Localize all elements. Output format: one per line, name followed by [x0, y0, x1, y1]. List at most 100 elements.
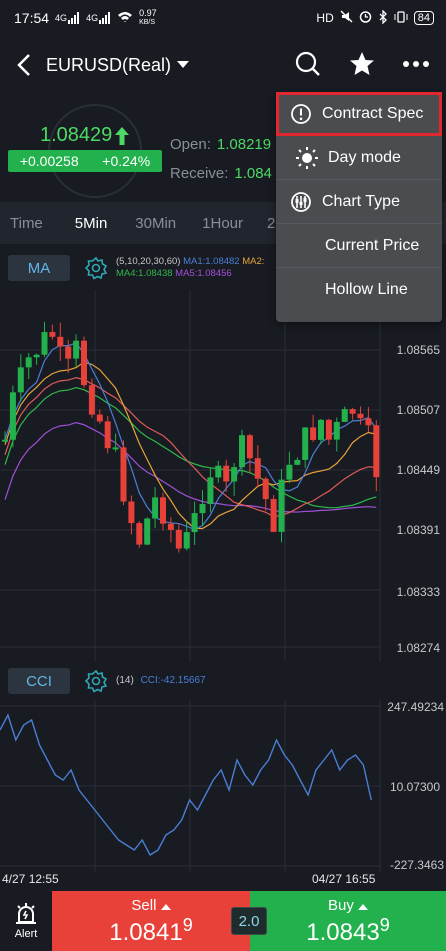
- price-change-pct: +0.24%: [102, 153, 151, 169]
- candle: [9, 392, 16, 440]
- buy-price: 1.08439: [306, 915, 390, 946]
- candle: [167, 523, 174, 530]
- candle: [17, 367, 24, 393]
- current-price: 1.08429: [40, 124, 130, 147]
- candle: [57, 336, 64, 347]
- more-button[interactable]: [396, 42, 436, 86]
- change-badge: +0.00258 +0.24%: [8, 150, 162, 172]
- price-axis-label: 1.08449: [396, 463, 440, 477]
- network-speed: 0.97 KB/S: [139, 8, 157, 27]
- buy-label: Buy: [327, 897, 354, 914]
- candle: [33, 354, 40, 358]
- ma-line: [4, 376, 377, 518]
- candle: [325, 419, 332, 440]
- candle: [25, 357, 32, 368]
- candle: [223, 465, 230, 482]
- candle: [191, 513, 198, 533]
- tab-1hour[interactable]: 1Hour: [202, 214, 244, 232]
- star-icon: [350, 52, 374, 75]
- alarm-clock-icon: [16, 903, 36, 924]
- candle: [183, 532, 190, 549]
- ma-line: [4, 421, 377, 513]
- battery-indicator: 84: [413, 11, 434, 25]
- candle: [112, 447, 119, 450]
- menu-item-label: Chart Type: [322, 192, 400, 210]
- menu-item-chart-type[interactable]: Chart Type: [276, 180, 442, 224]
- candle: [65, 346, 72, 359]
- candle: [349, 409, 356, 414]
- price-axis-label: 1.08565: [396, 343, 440, 357]
- gear-icon: [84, 669, 108, 693]
- open-stat: Open: 1.08219: [170, 136, 272, 153]
- chart-type-icon: [290, 191, 312, 213]
- time-axis-start: 4/27 12:55: [2, 872, 59, 886]
- tab-30min[interactable]: 30Min: [135, 214, 177, 232]
- sun-icon: [296, 146, 318, 169]
- receive-stat: Receive: 1.084: [170, 165, 272, 182]
- gear-icon: [84, 256, 108, 280]
- signal-icon-2: 4G: [86, 12, 111, 24]
- candle: [49, 332, 56, 337]
- candle: [254, 458, 261, 479]
- ma-settings-button[interactable]: [82, 254, 110, 282]
- cci-indicator-button[interactable]: CCI: [8, 668, 70, 694]
- candle: [215, 465, 222, 478]
- symbol-selector[interactable]: EURUSD(Real): [46, 55, 190, 76]
- signal-icon: 4G: [55, 12, 80, 24]
- more-menu: Contract Spec Day mode Chart Type Curren…: [276, 92, 442, 322]
- caret-up-icon: [160, 904, 171, 910]
- sell-button[interactable]: Sell 1.08419: [52, 891, 250, 951]
- candle: [286, 464, 293, 480]
- cci-chart[interactable]: [0, 700, 446, 872]
- candle: [278, 479, 285, 532]
- menu-item-contract-spec[interactable]: Contract Spec: [276, 92, 442, 136]
- status-time: 17:54: [14, 10, 50, 26]
- alert-button[interactable]: Alert: [0, 891, 52, 951]
- price-axis-label: 1.08333: [396, 585, 440, 599]
- ma-legend: (5,10,20,30,60) MA1:1.08482 MA2: MA4:1.0…: [116, 256, 265, 279]
- buy-button[interactable]: Buy 1.08439: [250, 891, 446, 951]
- back-button[interactable]: [2, 43, 46, 87]
- ma-indicator-button[interactable]: MA: [8, 255, 70, 281]
- vibrate-icon: [394, 10, 408, 26]
- search-icon: [295, 51, 320, 76]
- cci-line: [0, 713, 372, 856]
- alarm-icon: [359, 10, 372, 26]
- status-bar: 17:54 4G 4G 0.97 KB/S HD 84: [0, 0, 446, 36]
- candle: [270, 499, 277, 532]
- cci-axis-label: 10.07300: [389, 780, 440, 794]
- menu-item-label: Day mode: [328, 148, 401, 166]
- cci-settings-button[interactable]: [82, 667, 110, 695]
- sell-price: 1.08419: [109, 915, 193, 946]
- menu-item-current-price[interactable]: Current Price: [276, 224, 442, 268]
- favorite-button[interactable]: [342, 42, 382, 86]
- candlestick-chart[interactable]: [0, 290, 446, 662]
- candle: [2, 439, 8, 442]
- candle: [333, 421, 340, 440]
- mute-icon: [340, 10, 353, 26]
- quote-summary: 1.08429 +0.00258 +0.24% Open: 1.08219 Rec…: [0, 94, 446, 202]
- candle: [41, 332, 48, 355]
- more-icon: [403, 61, 429, 67]
- candle: [120, 447, 127, 502]
- tab-time[interactable]: Time: [10, 214, 43, 232]
- cci-axis-label: -227.3463: [389, 858, 444, 872]
- cci-axis-label: 247.49234: [387, 700, 444, 714]
- tab-5min[interactable]: 5Min: [74, 214, 108, 232]
- hd-indicator: HD: [316, 11, 334, 25]
- caret-up-icon: [358, 904, 369, 910]
- ma-line: [4, 361, 377, 530]
- menu-item-hollow-line[interactable]: Hollow Line: [276, 268, 442, 312]
- menu-item-day-mode[interactable]: Day mode: [276, 136, 442, 180]
- trade-bar: Alert Sell 1.08419 Buy 1.08439: [0, 891, 446, 951]
- candle: [73, 340, 80, 359]
- candle: [144, 518, 151, 545]
- ma-line: [4, 386, 377, 509]
- candle: [318, 419, 324, 440]
- menu-item-label: Contract Spec: [322, 104, 424, 122]
- sell-label: Sell: [131, 897, 157, 914]
- ma-indicator-bar: MA (5,10,20,30,60) MA1:1.08482 MA2: MA4:…: [0, 251, 446, 285]
- cci-legend: (14) CCI:-42.15667: [116, 675, 206, 686]
- candle: [231, 467, 238, 482]
- search-button[interactable]: [288, 42, 328, 86]
